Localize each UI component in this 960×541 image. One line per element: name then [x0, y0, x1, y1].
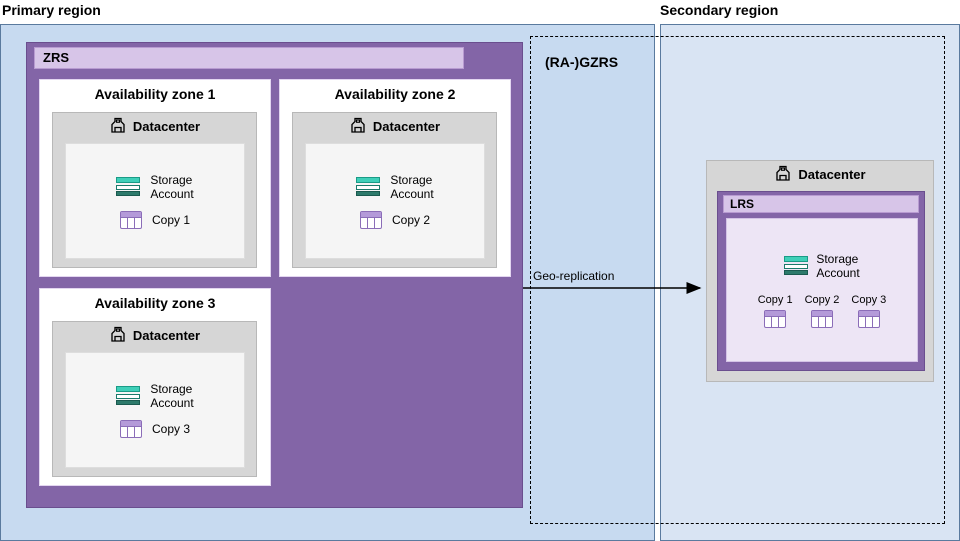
datacenter-header: Datacenter	[293, 117, 496, 135]
datacenter-text: Datacenter	[133, 328, 200, 343]
copy-col-1: Copy 1	[758, 294, 793, 328]
copy-text: Copy 3	[152, 422, 190, 436]
datacenter-header: Datacenter	[53, 326, 256, 344]
gzrs-label: (RA-)GZRS	[545, 54, 618, 70]
storage-account-text: StorageAccount	[816, 252, 859, 281]
storage-account-text: StorageAccount	[150, 382, 193, 411]
storage-account-row: StorageAccount	[784, 252, 859, 281]
datacenter-box: Datacenter StorageAccount Copy 1	[52, 112, 257, 268]
lrs-panel: LRS StorageAccount Copy 1 Copy 2 Copy 3	[717, 191, 925, 371]
copy-icon	[360, 211, 382, 229]
datacenter-text: Datacenter	[373, 119, 440, 134]
storage-box: StorageAccount Copy 3	[65, 352, 245, 468]
datacenter-header: Datacenter	[707, 165, 933, 183]
copy-row: Copy 1	[120, 211, 190, 229]
datacenter-icon	[349, 117, 367, 135]
availability-zone-2: Availability zone 2 Datacenter StorageAc…	[279, 79, 511, 277]
copy-row: Copy 3	[120, 420, 190, 438]
storage-account-row: StorageAccount	[116, 173, 193, 202]
az1-title: Availability zone 1	[40, 86, 270, 102]
secondary-datacenter: Datacenter LRS StorageAccount Copy 1 Cop…	[706, 160, 934, 382]
copy-icon	[764, 310, 786, 328]
copy-text: Copy 2	[392, 213, 430, 227]
storage-account-icon	[356, 177, 380, 197]
datacenter-box: Datacenter StorageAccount Copy 3	[52, 321, 257, 477]
storage-box: StorageAccount Copy 2	[305, 143, 485, 259]
storage-account-row: StorageAccount	[116, 382, 193, 411]
copy-text: Copy 1	[152, 213, 190, 227]
datacenter-icon	[774, 165, 792, 183]
availability-zone-3: Availability zone 3 Datacenter StorageAc…	[39, 288, 271, 486]
secondary-region-label: Secondary region	[660, 2, 778, 18]
datacenter-icon	[109, 117, 127, 135]
storage-account-row: StorageAccount	[356, 173, 433, 202]
geo-replication-arrow	[520, 280, 710, 300]
datacenter-header: Datacenter	[53, 117, 256, 135]
az2-title: Availability zone 2	[280, 86, 510, 102]
storage-account-icon	[116, 386, 140, 406]
copy-label: Copy 1	[758, 294, 793, 306]
datacenter-icon	[109, 326, 127, 344]
copy-icon	[120, 211, 142, 229]
storage-account-icon	[116, 177, 140, 197]
lrs-inner: StorageAccount Copy 1 Copy 2 Copy 3	[726, 218, 918, 362]
az3-title: Availability zone 3	[40, 295, 270, 311]
copy-row: Copy 2	[360, 211, 430, 229]
zrs-label: ZRS	[34, 47, 464, 69]
copy-label: Copy 2	[805, 294, 840, 306]
copies-row: Copy 1 Copy 2 Copy 3	[758, 294, 887, 328]
lrs-label: LRS	[723, 195, 919, 213]
copy-label: Copy 3	[851, 294, 886, 306]
copy-col-2: Copy 2	[805, 294, 840, 328]
storage-account-icon	[784, 256, 808, 276]
storage-account-text: StorageAccount	[390, 173, 433, 202]
copy-col-3: Copy 3	[851, 294, 886, 328]
datacenter-text: Datacenter	[798, 167, 865, 182]
primary-region-label: Primary region	[2, 2, 101, 18]
zrs-panel: ZRS Availability zone 1 Datacenter Stora…	[26, 42, 523, 508]
copy-icon	[811, 310, 833, 328]
availability-zone-1: Availability zone 1 Datacenter StorageAc…	[39, 79, 271, 277]
storage-box: StorageAccount Copy 1	[65, 143, 245, 259]
datacenter-box: Datacenter StorageAccount Copy 2	[292, 112, 497, 268]
copy-icon	[120, 420, 142, 438]
copy-icon	[858, 310, 880, 328]
datacenter-text: Datacenter	[133, 119, 200, 134]
storage-account-text: StorageAccount	[150, 173, 193, 202]
